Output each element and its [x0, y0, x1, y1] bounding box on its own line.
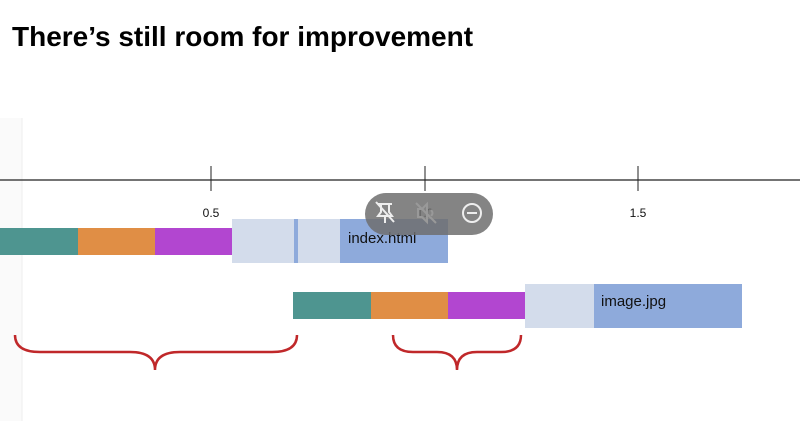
close-button[interactable] [462, 203, 482, 223]
side-strip [0, 118, 22, 421]
dns-segment [293, 292, 371, 319]
tls-segment [448, 292, 525, 319]
request-label: image.jpg [601, 293, 666, 310]
tls-segment [155, 228, 232, 255]
tick-label: 0.5 [203, 206, 220, 220]
tick-label: 1.5 [630, 206, 647, 220]
slide-title: There’s still room for improvement [12, 21, 473, 52]
toolbar-bg [365, 193, 493, 235]
brace [13, 334, 299, 371]
connect-segment [371, 292, 448, 319]
marker [294, 219, 298, 263]
wait-segment [232, 219, 340, 263]
mute-button[interactable] [415, 201, 437, 225]
video-toolbar [365, 193, 493, 235]
brace [391, 334, 523, 371]
connect-segment [78, 228, 155, 255]
dns-segment [0, 228, 78, 255]
pin-button[interactable] [375, 201, 395, 223]
download-segment [594, 284, 742, 328]
wait-segment [525, 284, 594, 328]
